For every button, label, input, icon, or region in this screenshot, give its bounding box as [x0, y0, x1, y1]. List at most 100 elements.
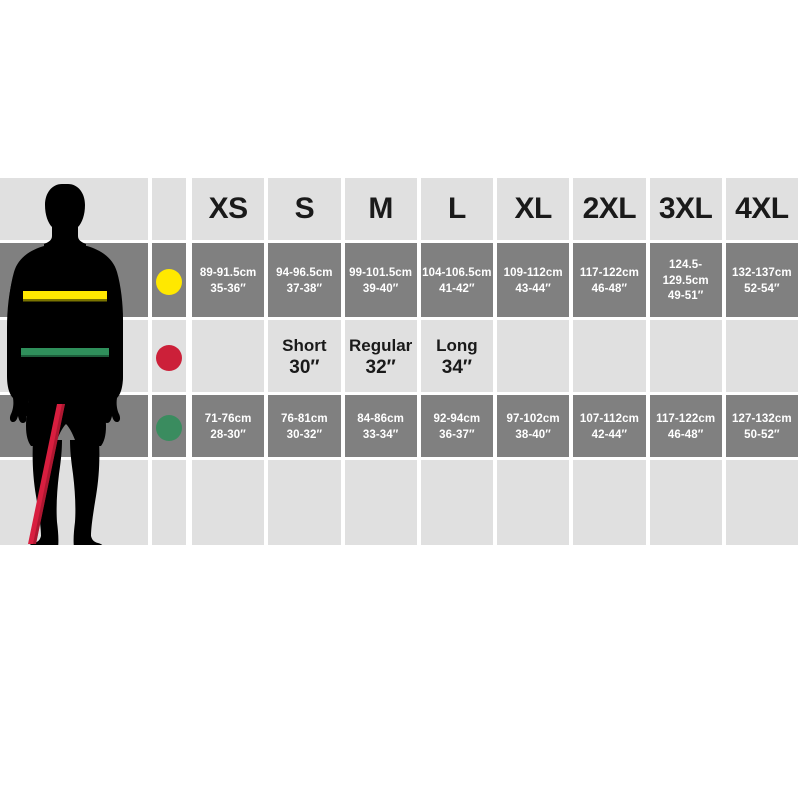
column-divider	[645, 178, 650, 545]
size-header-s: S	[266, 178, 342, 240]
measurement-cm: 124.5-129.5cm	[662, 259, 709, 287]
measurement-in: 28-30″	[210, 428, 246, 441]
waist-indicator-dot	[156, 414, 182, 441]
size-header-label: 3XL	[658, 192, 713, 225]
size-header-2xl: 2XL	[571, 178, 647, 240]
measurement-cm: 76-81cm	[281, 412, 328, 425]
chest-indicator-dot	[156, 268, 182, 295]
waist-cell-4xl: 127-132cm 50-52″	[724, 395, 800, 460]
column-divider	[188, 178, 192, 545]
measurement-in: 37-38″	[286, 282, 323, 295]
leg-length-cell-xs	[190, 320, 266, 395]
measurement-cm: 117-122cm	[579, 266, 639, 279]
size-header-label: 2XL	[582, 192, 637, 225]
measurement-cm: 84-86cm	[357, 412, 404, 425]
size-header-3xl: 3XL	[648, 178, 724, 240]
measurement-in: 43-44″	[515, 282, 551, 295]
row-divider	[0, 240, 800, 243]
waist-cell-2xl: 107-112cm 42-44″	[571, 395, 647, 460]
leg-length-cell-l: Long 34″	[419, 320, 495, 395]
leg-length-row-band	[0, 320, 800, 395]
leg-length-value: 30″	[289, 357, 320, 379]
leg-length-name: Regular	[348, 336, 413, 355]
measurement-in: 52-54″	[744, 282, 780, 295]
size-header-xs: XS	[190, 178, 266, 240]
size-header-xl: XL	[495, 178, 571, 240]
column-divider	[340, 178, 345, 545]
chest-indicator-dot-cell	[152, 243, 186, 320]
row-divider	[0, 392, 800, 395]
chest-row-band	[0, 243, 800, 320]
measurement-in: 46-48″	[591, 282, 628, 295]
waist-cell-m: 84-86cm 33-34″	[343, 395, 419, 460]
column-divider	[416, 178, 421, 545]
column-divider	[721, 178, 726, 545]
measurement-in: 33-34″	[362, 428, 399, 441]
column-divider	[148, 178, 152, 545]
measurement-cm: 99-101.5cm	[349, 266, 413, 279]
chest-cell-4xl: 132-137cm 52-54″	[724, 243, 800, 320]
measurement-cm: 107-112cm	[579, 412, 639, 425]
column-divider	[569, 178, 574, 545]
waist-cell-xl: 97-102cm 38-40″	[495, 395, 571, 460]
size-header-m: M	[343, 178, 419, 240]
waist-cell-s: 76-81cm 30-32″	[266, 395, 342, 460]
measurement-cm: 117-122cm	[656, 412, 716, 425]
size-header-label: L	[447, 192, 466, 225]
chest-cell-s: 94-96.5cm 37-38″	[266, 243, 342, 320]
size-header-label: XL	[514, 192, 552, 225]
leg-length-cell-s: Short 30″	[266, 320, 342, 395]
waist-row-band	[0, 395, 800, 460]
size-header-label: S	[294, 192, 315, 225]
measurement-in: 46-48″	[667, 428, 704, 441]
column-divider	[493, 178, 497, 545]
leg-length-indicator-dot-cell	[152, 320, 186, 395]
column-divider	[798, 178, 800, 545]
leg-length-value: 34″	[441, 357, 472, 379]
chest-cell-xs: 89-91.5cm 35-36″	[190, 243, 266, 320]
size-header-4xl: 4XL	[724, 178, 800, 240]
measurement-in: 39-40″	[362, 282, 399, 295]
leg-length-name: Long	[436, 336, 478, 355]
measurement-in: 50-52″	[744, 428, 780, 441]
size-chart-table: XS S M L XL 2XL 3XL 4XL 89-91.5cm 35-36″ 94-96.5cm…	[0, 178, 800, 545]
row-divider	[0, 457, 800, 460]
measurement-cm: 94-96.5cm	[276, 266, 333, 279]
measurement-cm: 92-94cm	[433, 412, 481, 425]
footer-row-band	[0, 460, 800, 545]
leg-length-cell-m: Regular 32″	[343, 320, 419, 395]
leg-length-value: 32″	[365, 357, 396, 379]
column-divider	[264, 178, 269, 545]
measurement-cm: 89-91.5cm	[199, 266, 257, 279]
chest-cell-3xl: 124.5-129.5cm 49-51″	[648, 243, 724, 320]
measurement-in: 38-40″	[515, 428, 551, 441]
leg-length-cell-3xl	[648, 320, 724, 395]
chest-cell-2xl: 117-122cm 46-48″	[571, 243, 647, 320]
measurement-in: 30-32″	[286, 428, 323, 441]
leg-length-cell-2xl	[571, 320, 647, 395]
header-row-band	[0, 178, 800, 243]
measurement-cm: 132-137cm	[732, 266, 792, 279]
measurement-in: 35-36″	[210, 282, 246, 295]
waist-cell-3xl: 117-122cm 46-48″	[648, 395, 724, 460]
waist-indicator-dot-cell	[152, 395, 186, 460]
chest-cell-xl: 109-112cm 43-44″	[495, 243, 571, 320]
measurement-in: 36-37″	[439, 428, 475, 441]
leg-length-name: Short	[282, 336, 327, 355]
size-header-label: 4XL	[735, 192, 789, 225]
size-header-label: XS	[208, 192, 249, 225]
waist-cell-l: 92-94cm 36-37″	[419, 395, 495, 460]
row-divider	[0, 317, 800, 320]
leg-length-cell-4xl	[724, 320, 800, 395]
size-header-l: L	[419, 178, 495, 240]
measurement-cm: 104-106.5cm	[422, 266, 492, 279]
size-header-label: M	[368, 192, 393, 225]
measurement-in: 49-51″	[667, 290, 704, 303]
leg-length-indicator-dot	[156, 344, 182, 371]
chest-cell-m: 99-101.5cm 39-40″	[343, 243, 419, 320]
measurement-in: 42-44″	[591, 428, 628, 441]
measurement-cm: 97-102cm	[506, 412, 560, 425]
waist-cell-xs: 71-76cm 28-30″	[190, 395, 266, 460]
leg-length-cell-xl	[495, 320, 571, 395]
